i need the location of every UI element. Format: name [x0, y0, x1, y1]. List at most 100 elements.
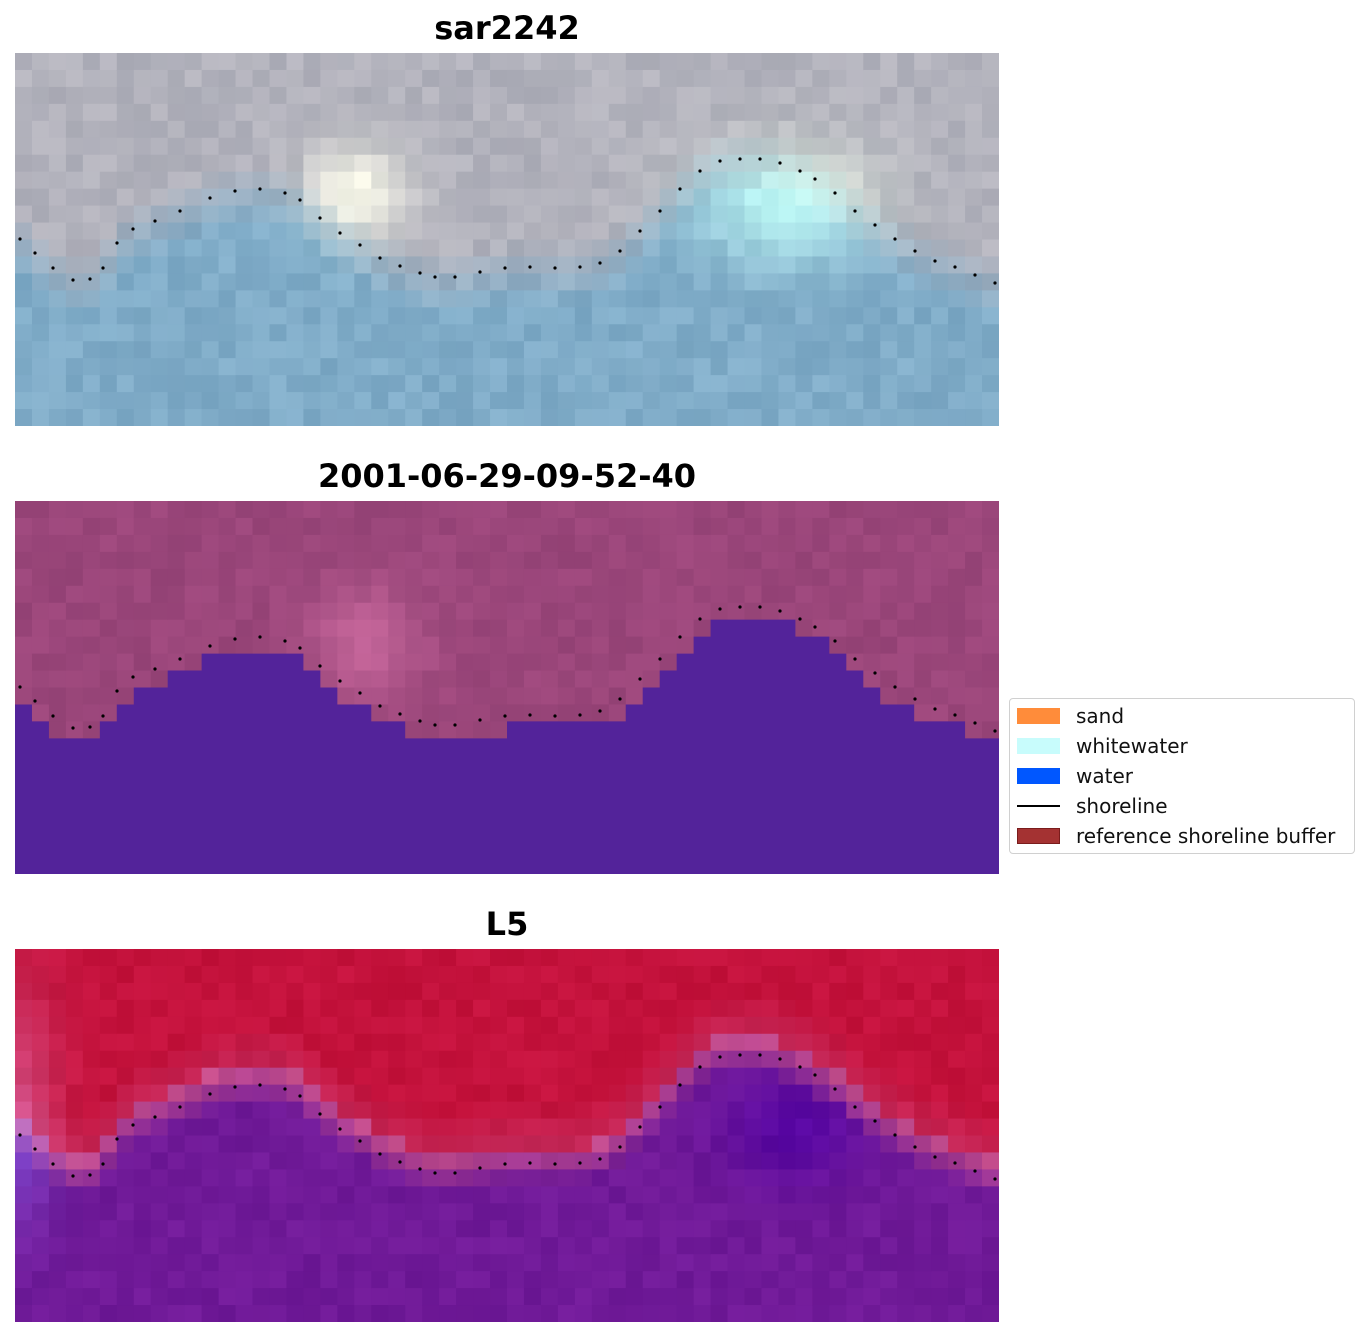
panel-index-image: [15, 949, 999, 1322]
raster-pixel: [507, 1067, 525, 1086]
raster-pixel: [31, 86, 50, 105]
raster-pixel: [897, 341, 915, 359]
raster-pixel: [167, 273, 186, 291]
raster-pixel: [931, 1305, 949, 1322]
raster-pixel: [982, 1050, 999, 1069]
raster-pixel: [846, 602, 864, 621]
raster-pixel: [31, 1118, 50, 1137]
raster-pixel: [897, 949, 915, 967]
raster-pixel: [744, 551, 763, 570]
raster-pixel: [15, 1135, 33, 1154]
raster-pixel: [523, 501, 542, 519]
raster-pixel: [184, 392, 203, 410]
raster-pixel: [625, 1118, 644, 1137]
raster-pixel: [405, 501, 423, 519]
shoreline-point: [698, 169, 702, 173]
raster-pixel: [65, 585, 84, 604]
raster-pixel: [184, 188, 203, 207]
raster-pixel: [812, 1084, 830, 1103]
raster-pixel: [914, 1050, 932, 1069]
raster-pixel: [167, 69, 186, 88]
raster-pixel: [354, 1237, 372, 1255]
raster-pixel: [354, 1101, 372, 1120]
raster-pixel: [659, 501, 678, 519]
raster-pixel: [642, 517, 661, 536]
raster-pixel: [795, 1305, 813, 1322]
raster-pixel: [473, 256, 491, 274]
raster-pixel: [761, 1101, 780, 1120]
raster-pixel: [456, 171, 474, 190]
raster-pixel: [354, 1033, 372, 1052]
raster-pixel: [167, 103, 186, 122]
raster-pixel: [778, 1152, 797, 1170]
raster-pixel: [218, 568, 237, 587]
raster-pixel: [897, 154, 915, 173]
raster-pixel: [371, 137, 389, 156]
raster-pixel: [15, 670, 33, 689]
raster-pixel: [82, 949, 101, 967]
raster-pixel: [269, 1016, 288, 1035]
raster-pixel: [473, 1101, 491, 1120]
raster-pixel: [218, 222, 237, 241]
raster-pixel: [133, 273, 152, 291]
raster-pixel: [490, 999, 508, 1018]
raster-pixel: [116, 239, 135, 258]
raster-pixel: [218, 1186, 237, 1204]
raster-pixel: [354, 1050, 372, 1069]
raster-pixel: [625, 103, 644, 122]
raster-pixel: [863, 341, 881, 359]
raster-pixel: [235, 137, 254, 156]
raster-pixel: [812, 1169, 830, 1187]
shoreline-point: [18, 1133, 22, 1137]
raster-pixel: [507, 1050, 525, 1069]
raster-pixel: [744, 949, 763, 967]
raster-pixel: [235, 982, 254, 1001]
raster-pixel: [167, 205, 186, 224]
raster-pixel: [795, 103, 813, 122]
raster-pixel: [965, 188, 983, 207]
raster-pixel: [795, 1271, 813, 1289]
raster-pixel: [778, 409, 797, 426]
raster-pixel: [676, 517, 695, 536]
raster-pixel: [897, 1101, 915, 1120]
raster-pixel: [235, 619, 254, 638]
raster-pixel: [659, 341, 678, 359]
raster-pixel: [778, 949, 797, 967]
raster-pixel: [201, 273, 220, 291]
raster-pixel: [540, 636, 559, 655]
raster-pixel: [371, 86, 389, 105]
raster-pixel: [65, 256, 84, 274]
raster-pixel: [965, 171, 983, 190]
raster-pixel: [184, 1084, 203, 1103]
raster-pixel: [405, 687, 423, 706]
raster-pixel: [965, 949, 983, 967]
raster-pixel: [693, 1084, 712, 1103]
raster-pixel: [235, 1118, 254, 1137]
raster-pixel: [456, 551, 474, 570]
raster-pixel: [490, 171, 508, 190]
raster-pixel: [965, 1118, 983, 1137]
shoreline-point: [433, 723, 437, 727]
raster-pixel: [439, 1033, 457, 1052]
raster-pixel: [405, 1016, 423, 1035]
raster-pixel: [523, 619, 542, 638]
shoreline-point: [318, 664, 322, 668]
raster-pixel: [371, 1271, 389, 1289]
raster-pixel: [354, 409, 372, 426]
raster-pixel: [693, 53, 712, 71]
raster-pixel: [65, 551, 84, 570]
raster-pixel: [608, 86, 627, 105]
raster-pixel: [133, 392, 152, 410]
raster-pixel: [82, 409, 101, 426]
raster-pixel: [252, 1288, 271, 1306]
raster-pixel: [676, 1152, 695, 1170]
raster-pixel: [982, 1254, 999, 1272]
raster-pixel: [388, 999, 406, 1018]
raster-pixel: [965, 636, 983, 655]
raster-pixel: [608, 409, 627, 426]
raster-pixel: [167, 358, 186, 376]
raster-pixel: [676, 1118, 695, 1137]
raster-pixel: [829, 205, 847, 224]
raster-pixel: [982, 239, 999, 258]
raster-pixel: [456, 1169, 474, 1187]
